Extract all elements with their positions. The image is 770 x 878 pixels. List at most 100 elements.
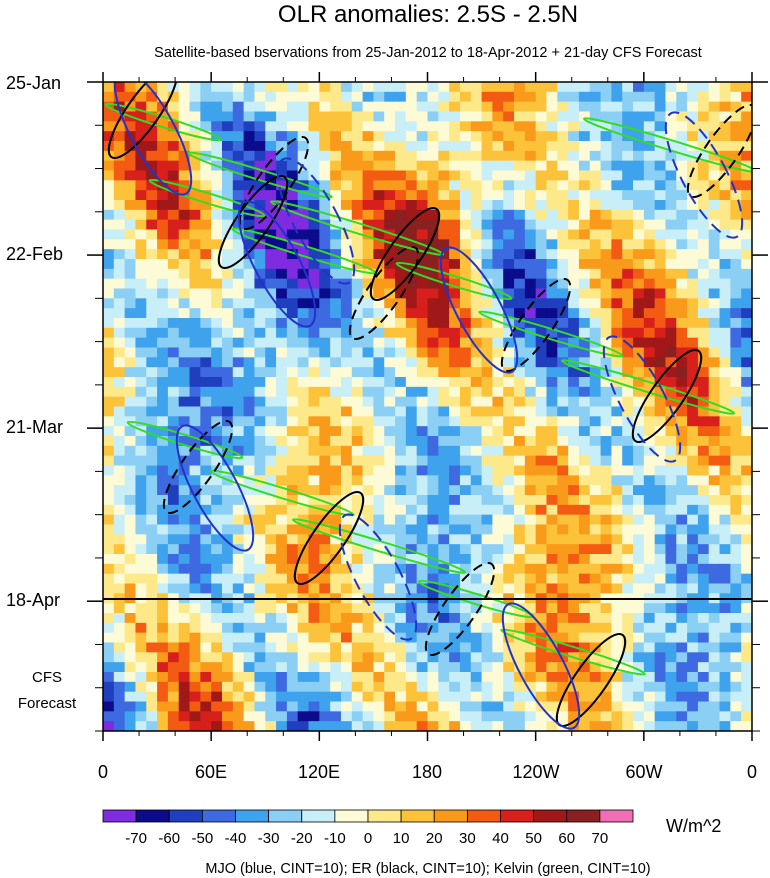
heat-cell [167,465,180,476]
heat-cell [200,504,212,516]
heat-cell [633,622,645,634]
heat-cell [178,288,191,299]
heat-cell [676,229,688,240]
heat-cell [362,101,375,113]
heat-cell [373,131,385,142]
heat-cell [297,652,310,663]
heat-cell [697,455,710,467]
heat-cell [687,495,699,506]
heat-cell [568,288,580,299]
heat-cell [232,347,245,358]
heat-cell [384,121,396,132]
heat-cell [687,603,699,614]
heat-cell [167,131,180,142]
heat-cell [135,367,147,378]
heat-cell [557,347,569,358]
heat-cell [449,445,461,457]
heat-cell [124,495,137,506]
heat-cell [503,377,515,388]
heat-cell [719,190,731,201]
heat-cell [719,622,731,634]
heat-cell [243,268,256,280]
heat-cell [546,701,558,712]
heat-cell [189,514,201,526]
heat-cell [697,288,710,299]
heat-cell [622,180,634,191]
heat-cell [297,475,310,486]
heat-cell [568,150,580,162]
heat-cell [254,662,266,673]
heat-cell [362,377,375,388]
x-tick-label-180: 180 [412,762,442,782]
heat-cell [719,91,731,103]
heat-cell [578,170,591,181]
heat-cell [351,150,364,162]
heat-cell [330,386,342,398]
heat-cell [687,691,699,703]
heat-cell [481,200,493,211]
heat-cell [427,396,439,408]
heat-cell [297,534,310,545]
heat-cell [135,721,147,731]
heat-cell [730,455,742,467]
heat-cell [200,603,212,614]
heat-cell [351,573,364,585]
heat-cell [373,495,385,506]
heat-cell [276,298,288,309]
heat-cell [319,544,331,555]
heat-cell [113,318,126,329]
kelvin-contour [187,151,333,199]
heat-cell [103,455,115,467]
heat-cell [308,150,320,162]
heat-cell [178,239,191,250]
heat-cell [557,554,569,565]
heat-cell [395,495,407,506]
heat-cell [265,583,277,594]
heat-cell [319,406,331,417]
heat-cell [557,150,569,162]
heat-cell [405,170,418,181]
heat-cell [113,259,126,270]
heat-cell [589,308,602,319]
heat-cell [514,691,526,703]
heat-cell [578,337,591,349]
heat-cell [113,652,126,663]
heat-cell [384,445,396,457]
heat-cell [578,622,591,634]
heat-cell [254,455,266,467]
heat-cell [200,278,212,290]
heat-cell [146,160,158,172]
heat-cell [200,524,212,535]
heat-cell [676,180,688,191]
heat-cell [578,396,591,408]
heat-cell [113,721,126,731]
heat-cell [297,396,310,408]
heat-cell [503,445,515,457]
heat-cell [741,111,752,122]
heat-cell [449,573,461,585]
heat-cell [643,268,656,280]
heat-cell [481,721,493,731]
heat-cell [600,495,612,506]
heat-cell [146,396,158,408]
heat-cell [135,249,147,260]
heat-cell [622,524,634,535]
heat-cell [741,681,752,693]
heat-cell [546,141,558,152]
heat-cell [514,347,526,358]
heat-cell [178,91,191,103]
heat-cell [265,436,277,447]
heat-cell [146,485,158,496]
heat-cell [589,396,602,408]
heat-cell [405,239,418,250]
heat-cell [265,141,277,152]
heat-cell [265,101,277,113]
heat-cell [276,514,288,526]
heat-cell [719,308,731,319]
heat-cell [146,436,158,447]
heat-cell [643,219,656,231]
heat-cell [384,141,396,152]
heat-cell [578,524,591,535]
heat-cell [157,613,169,624]
heat-cell [622,288,634,299]
